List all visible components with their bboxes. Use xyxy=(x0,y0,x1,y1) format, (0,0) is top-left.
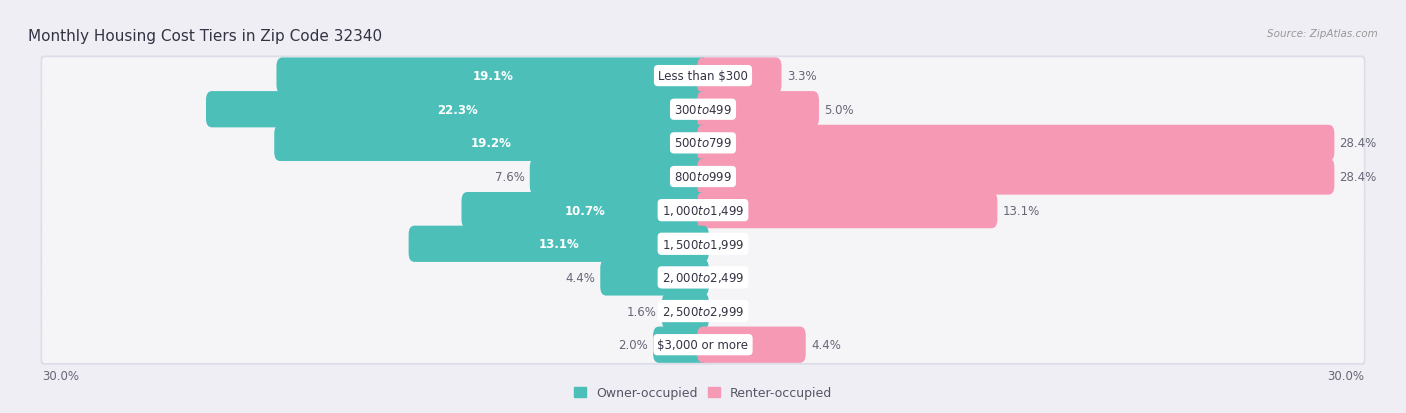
FancyBboxPatch shape xyxy=(42,259,1364,296)
FancyBboxPatch shape xyxy=(461,192,709,229)
FancyBboxPatch shape xyxy=(41,123,1365,164)
FancyBboxPatch shape xyxy=(41,258,1365,298)
Text: Monthly Housing Cost Tiers in Zip Code 32340: Monthly Housing Cost Tiers in Zip Code 3… xyxy=(28,29,382,44)
FancyBboxPatch shape xyxy=(42,92,1364,128)
FancyBboxPatch shape xyxy=(42,192,1364,229)
FancyBboxPatch shape xyxy=(697,58,782,95)
Text: 5.0%: 5.0% xyxy=(824,104,853,116)
Text: 0.0%: 0.0% xyxy=(714,271,744,284)
FancyBboxPatch shape xyxy=(662,293,709,330)
Text: $300 to $499: $300 to $499 xyxy=(673,104,733,116)
FancyBboxPatch shape xyxy=(41,57,1365,96)
FancyBboxPatch shape xyxy=(274,126,709,161)
FancyBboxPatch shape xyxy=(41,191,1365,230)
FancyBboxPatch shape xyxy=(41,291,1365,331)
Text: 0.0%: 0.0% xyxy=(714,305,744,318)
FancyBboxPatch shape xyxy=(205,92,709,128)
Text: Less than $300: Less than $300 xyxy=(658,70,748,83)
Text: $1,000 to $1,499: $1,000 to $1,499 xyxy=(662,204,744,218)
FancyBboxPatch shape xyxy=(697,192,997,229)
FancyBboxPatch shape xyxy=(409,226,709,262)
Text: 30.0%: 30.0% xyxy=(42,369,79,382)
Text: 4.4%: 4.4% xyxy=(565,271,595,284)
FancyBboxPatch shape xyxy=(41,157,1365,197)
Text: 10.7%: 10.7% xyxy=(565,204,606,217)
Text: $3,000 or more: $3,000 or more xyxy=(658,338,748,351)
FancyBboxPatch shape xyxy=(42,58,1364,95)
Text: 1.6%: 1.6% xyxy=(627,305,657,318)
Text: 3.3%: 3.3% xyxy=(787,70,817,83)
Text: 13.1%: 13.1% xyxy=(538,238,579,251)
Text: 7.6%: 7.6% xyxy=(495,171,524,183)
Text: 28.4%: 28.4% xyxy=(1340,137,1376,150)
FancyBboxPatch shape xyxy=(42,125,1364,162)
FancyBboxPatch shape xyxy=(41,325,1365,365)
FancyBboxPatch shape xyxy=(42,159,1364,195)
FancyBboxPatch shape xyxy=(530,159,709,195)
FancyBboxPatch shape xyxy=(600,260,709,296)
Text: 30.0%: 30.0% xyxy=(1327,369,1364,382)
Text: $800 to $999: $800 to $999 xyxy=(673,171,733,183)
FancyBboxPatch shape xyxy=(697,159,1334,195)
FancyBboxPatch shape xyxy=(42,293,1364,330)
Text: $2,000 to $2,499: $2,000 to $2,499 xyxy=(662,271,744,285)
FancyBboxPatch shape xyxy=(697,327,806,363)
FancyBboxPatch shape xyxy=(654,327,709,363)
FancyBboxPatch shape xyxy=(697,126,1334,161)
FancyBboxPatch shape xyxy=(42,226,1364,263)
Text: 13.1%: 13.1% xyxy=(1002,204,1040,217)
Text: 28.4%: 28.4% xyxy=(1340,171,1376,183)
FancyBboxPatch shape xyxy=(41,224,1365,264)
FancyBboxPatch shape xyxy=(697,92,818,128)
Text: 19.1%: 19.1% xyxy=(472,70,513,83)
Text: 4.4%: 4.4% xyxy=(811,338,841,351)
Text: Source: ZipAtlas.com: Source: ZipAtlas.com xyxy=(1267,29,1378,39)
FancyBboxPatch shape xyxy=(41,90,1365,130)
Legend: Owner-occupied, Renter-occupied: Owner-occupied, Renter-occupied xyxy=(568,381,838,404)
Text: 0.0%: 0.0% xyxy=(714,238,744,251)
Text: 22.3%: 22.3% xyxy=(437,104,478,116)
Text: 2.0%: 2.0% xyxy=(619,338,648,351)
FancyBboxPatch shape xyxy=(42,327,1364,363)
Text: $1,500 to $1,999: $1,500 to $1,999 xyxy=(662,237,744,251)
Text: $2,500 to $2,999: $2,500 to $2,999 xyxy=(662,304,744,318)
Text: $500 to $799: $500 to $799 xyxy=(673,137,733,150)
FancyBboxPatch shape xyxy=(277,58,709,95)
Text: 19.2%: 19.2% xyxy=(471,137,512,150)
